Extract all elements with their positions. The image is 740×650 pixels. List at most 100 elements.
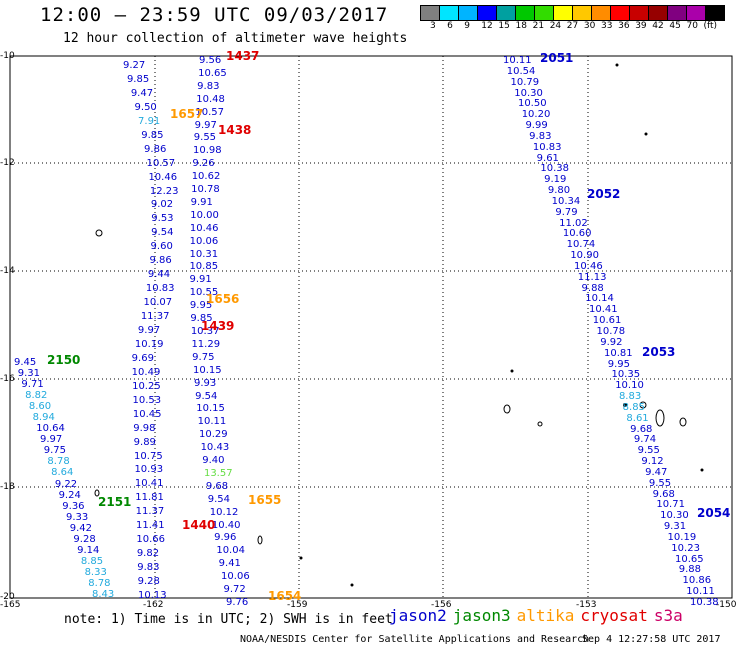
- map-subtitle: 12 hour collection of altimeter wave hei…: [63, 31, 408, 46]
- colorbar-tick-label: 3: [430, 21, 436, 31]
- wave-height-value: 10.75: [134, 450, 163, 462]
- wave-height-value: 9.14: [77, 544, 100, 556]
- wave-height-value: 10.74: [566, 239, 596, 251]
- wave-height-value: 8.64: [51, 467, 74, 479]
- legend-altika: altika: [516, 606, 575, 625]
- wave-height-value: 8.61: [626, 412, 649, 424]
- colorbar-tick-label: 33: [601, 21, 613, 31]
- wave-height-value: 9.83: [197, 80, 220, 92]
- satellite-legend: jason2 jason3 altika cryosat s3a: [389, 606, 689, 625]
- colorbar-tick-label: 9: [464, 21, 470, 31]
- island-e: [537, 421, 543, 427]
- wave-height-value: 9.68: [205, 480, 229, 492]
- wave-height-value: 11.13: [577, 271, 607, 283]
- wave-height-value: 10.30: [514, 87, 543, 99]
- wave-height-value: 9.44: [147, 269, 171, 281]
- wave-height-value: 10.54: [506, 65, 536, 77]
- wave-height-value: 9.28: [73, 533, 96, 545]
- wave-height-value: 11.02: [559, 217, 588, 229]
- lon-label: -153: [576, 600, 597, 610]
- wave-height-value: 9.42: [69, 522, 92, 534]
- wave-height-value: 9.47: [130, 87, 154, 99]
- legend-jason3: jason3: [452, 606, 511, 625]
- wave-height-value: 10.41: [589, 304, 618, 316]
- wave-height-value: 9.55: [637, 445, 660, 457]
- wave-height-value: 9.40: [202, 455, 225, 467]
- wave-height-value: 10.45: [132, 408, 162, 420]
- wave-height-value: 10.38: [690, 597, 719, 608]
- wave-height-value: 10.65: [198, 67, 227, 79]
- wave-height-value: 10.46: [189, 222, 219, 234]
- island-d: [503, 404, 511, 414]
- wave-height-value: 10.83: [145, 283, 175, 295]
- wave-height-value: 9.24: [58, 489, 81, 501]
- island-f: [655, 409, 665, 427]
- pass-label: 2054: [697, 506, 731, 520]
- lat-label: -20: [0, 592, 15, 602]
- wave-height-value: 9.75: [43, 445, 66, 457]
- wave-height-value: 9.55: [648, 477, 672, 489]
- colorbar-tick-label: 70: [686, 21, 698, 31]
- wave-height-value: 12.23: [149, 185, 179, 197]
- wave-height-value: 10.11: [503, 55, 532, 66]
- wave-height-value: 10.35: [611, 369, 641, 381]
- wave-height-value: 9.86: [149, 255, 172, 267]
- wave-height-value: 10.57: [195, 106, 225, 118]
- pass-label: 2151: [98, 495, 132, 509]
- wave-height-value: 9.27: [123, 60, 146, 71]
- wave-height-value: 9.45: [14, 357, 37, 368]
- legend-s3a: s3a: [653, 606, 683, 625]
- wave-height-value: 9.83: [137, 562, 160, 574]
- wave-height-value: 10.85: [189, 261, 219, 273]
- wave-height-value: 10.79: [510, 76, 540, 88]
- pass-label: 1440: [182, 518, 216, 532]
- wave-height-value: 8.33: [84, 566, 107, 578]
- lon-label: -156: [431, 600, 452, 610]
- wave-height-value: 10.13: [138, 590, 167, 601]
- wave-height-value: 10.49: [131, 366, 161, 378]
- lon-label: -159: [287, 600, 308, 610]
- wave-height-value: 8.43: [92, 589, 115, 600]
- credit-line: NOAA/NESDIS Center for Satellite Applica…: [240, 634, 590, 645]
- island-c: [257, 535, 263, 545]
- wave-height-value: 10.90: [570, 250, 599, 262]
- colorbar-tick-label: 39: [635, 21, 647, 31]
- colorbar-tick-label: (ft): [703, 21, 718, 31]
- wave-height-value: 11.37: [135, 506, 165, 518]
- wave-height-value: 7.91: [138, 115, 161, 127]
- wave-height-value: 9.50: [134, 101, 157, 113]
- wave-height-value: 9.97: [40, 434, 63, 446]
- wave-height-value: 9.75: [192, 351, 215, 363]
- wave-height-value: 8.85: [622, 401, 645, 413]
- island-b: [94, 489, 100, 497]
- wave-height-value: 9.31: [663, 521, 687, 533]
- wave-height-value: 11.81: [135, 492, 164, 504]
- wave-height-value: 10.19: [134, 338, 164, 350]
- wave-height-value: 10.83: [532, 141, 562, 153]
- wave-height-value: 9.83: [529, 130, 552, 142]
- wave-height-value: 10.20: [521, 109, 551, 121]
- wave-height-value: 10.60: [562, 228, 592, 240]
- colorbar-tick-label: 27: [566, 21, 579, 31]
- island-a: [95, 229, 103, 237]
- wave-height-value: 9.54: [207, 493, 231, 505]
- colorbar-tick-label: 45: [669, 21, 681, 31]
- wave-height-value: 9.72: [223, 584, 246, 596]
- lat-label: -16: [0, 374, 15, 384]
- islands: [94, 229, 687, 545]
- wave-height-value: 9.89: [133, 436, 156, 448]
- pass-label: 2052: [587, 187, 621, 201]
- lon-label: -165: [0, 600, 21, 610]
- wave-height-value: 10.71: [656, 499, 685, 511]
- colorbar-tick-label: 18: [515, 21, 527, 31]
- colorbar-tick-label: 30: [583, 21, 596, 31]
- colorbar-tick-label: 24: [549, 21, 562, 31]
- wave-height-value: 9.88: [678, 564, 702, 576]
- wave-height-value: 9.99: [525, 120, 548, 132]
- pass-label: 1657: [170, 107, 204, 121]
- wave-height-value: 9.95: [189, 300, 213, 312]
- wave-height-value: 11.37: [140, 311, 170, 323]
- wave-height-value: 10.46: [148, 171, 178, 183]
- wave-height-value: 10.25: [132, 380, 161, 392]
- wave-height-value: 10.04: [216, 545, 245, 557]
